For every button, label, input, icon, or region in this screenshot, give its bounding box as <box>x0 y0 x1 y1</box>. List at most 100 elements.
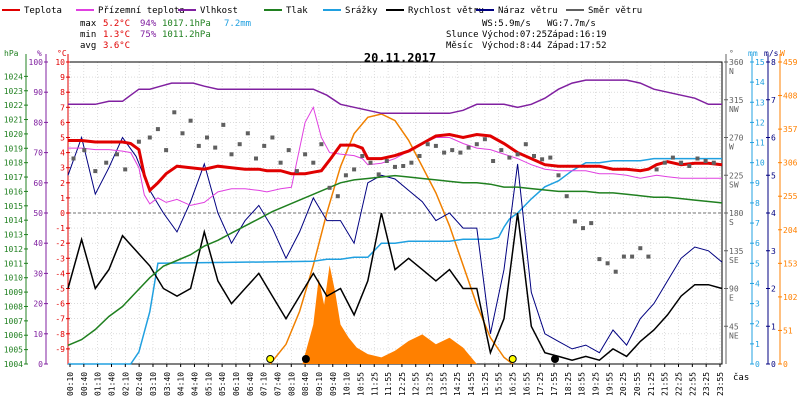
wind-direction-point <box>425 142 430 147</box>
legend-label: Srážky <box>345 6 378 16</box>
wind-direction-point <box>188 118 193 123</box>
x-tick-label: 07:40 <box>273 372 282 396</box>
chart-title: 20.11.2017 <box>364 51 436 65</box>
grid <box>67 61 723 365</box>
wind-direction-point <box>123 167 128 172</box>
wind-direction-point <box>196 143 201 148</box>
wind-direction-point <box>311 160 316 165</box>
stats-avg-temp: 3.6°C <box>103 41 130 51</box>
wind-direction-point <box>245 131 250 136</box>
stats-max-label: max <box>80 19 97 29</box>
direction-axis-label: SW <box>729 180 739 189</box>
direction-axis-label: 45 <box>729 322 739 331</box>
wind-direction-point <box>466 145 471 150</box>
x-tick-label: 12:25 <box>398 372 407 396</box>
wind-axis-label: 3 <box>771 247 776 256</box>
wind-direction-point <box>237 142 242 147</box>
humidity-axis-label: 100 <box>29 58 44 67</box>
wind-direction-point <box>589 221 594 226</box>
temperature-axis-label: 7 <box>60 103 65 112</box>
rain-axis-label: 6 <box>755 239 760 248</box>
pressure-axis-label: 1014 <box>4 216 23 225</box>
direction-axis-label: SE <box>729 256 739 265</box>
wind-direction-point <box>115 152 119 157</box>
wind-direction-point <box>303 152 308 157</box>
temperature-axis-label: -2 <box>55 239 65 248</box>
axis-units: hPa % °C ° mm m/s W čas <box>4 49 785 383</box>
solar-axis-label: 204 <box>783 226 798 235</box>
rain-axis-label: 5 <box>755 259 760 268</box>
wind-axis-label: 4 <box>771 209 776 218</box>
direction-axis-label: N <box>729 67 734 76</box>
moonset-time: Západ:17:52 <box>547 41 607 51</box>
humidity-axis-label: 30 <box>33 269 43 278</box>
wind-direction-point <box>572 219 577 224</box>
rain-axis-label: 0 <box>755 360 760 369</box>
humidity-line <box>68 79 722 115</box>
x-tick-label: 13:55 <box>439 372 448 396</box>
direction-axis-label: 360 <box>729 58 744 67</box>
solar-axis-label: 102 <box>783 293 798 302</box>
x-tick-label: 05:10 <box>204 372 213 396</box>
unit-degree: ° <box>729 49 734 58</box>
wind-direction-point <box>621 254 626 259</box>
pressure-axis-label: 1008 <box>4 302 23 311</box>
wind-direction-point <box>564 194 569 199</box>
series-layer <box>67 79 723 365</box>
x-tick-label: 10:10 <box>343 372 352 396</box>
direction-axis-label: 180 <box>729 209 744 218</box>
x-tick-label: 05:40 <box>218 372 227 396</box>
sun-label: Slunce <box>446 30 479 40</box>
x-tick-label: 01:10 <box>94 372 103 396</box>
rain-axis-label: 9 <box>755 179 760 188</box>
sunrise-marker <box>266 355 275 363</box>
temperature-axis-label: 9 <box>60 73 65 82</box>
direction-axis-label: NE <box>729 331 739 340</box>
moonrise-marker <box>301 355 310 363</box>
x-tick-label: 06:40 <box>246 372 255 396</box>
rain-axis-label: 15 <box>755 58 765 67</box>
wind-direction-point <box>458 150 463 155</box>
wind-direction-point <box>417 154 422 158</box>
temperature-axis-label: 6 <box>60 118 65 127</box>
wind-direction-point <box>474 142 479 147</box>
wind-direction-point <box>581 226 585 231</box>
x-tick-label: 09:40 <box>329 372 338 396</box>
solar-axis-label: 51 <box>783 326 793 335</box>
direction-axis-label: 90 <box>729 285 739 294</box>
wind-direction-point <box>104 160 109 165</box>
x-tick-label: 18:25 <box>564 372 573 396</box>
wind-direction-point <box>327 185 332 190</box>
x-tick-label: 15:25 <box>481 372 490 396</box>
temperature-axis-label: -1 <box>55 224 65 233</box>
pressure-axis-label: 1009 <box>4 288 23 297</box>
humidity-axis-label: 50 <box>33 209 43 218</box>
wind-direction-point <box>433 143 438 148</box>
wind-axis-label: 0 <box>771 360 776 369</box>
rain-axis-label: 2 <box>755 320 760 329</box>
wind-direction-point <box>499 148 504 153</box>
rain-line <box>68 157 722 365</box>
temperature-axis-label: 10 <box>55 58 65 67</box>
pressure-axis-label: 1023 <box>4 87 23 96</box>
wind-direction-point <box>687 164 692 168</box>
wind-axis-label: 2 <box>771 285 776 294</box>
wind-direction-point <box>319 142 324 147</box>
x-tick-label: 01:40 <box>107 372 116 396</box>
wind-direction-point <box>442 150 447 155</box>
x-tick-label: 11:55 <box>384 372 393 396</box>
pressure-axis-label: 1007 <box>4 317 23 326</box>
wind-direction-point <box>384 159 389 163</box>
direction-axis-label: E <box>729 294 734 303</box>
wind-direction-point <box>229 152 234 157</box>
wind-direction-point <box>180 131 185 136</box>
direction-axis-label: W <box>729 143 734 152</box>
wind-direction-point <box>360 154 365 158</box>
x-tick-label: 23:55 <box>716 372 725 396</box>
x-tick-label: 03:10 <box>149 372 158 396</box>
wind-direction-point <box>147 135 152 140</box>
wind-axis-label: 7 <box>771 96 776 105</box>
x-tick-label: 15:55 <box>495 372 504 396</box>
legend-label: Náraz větru <box>498 6 558 16</box>
